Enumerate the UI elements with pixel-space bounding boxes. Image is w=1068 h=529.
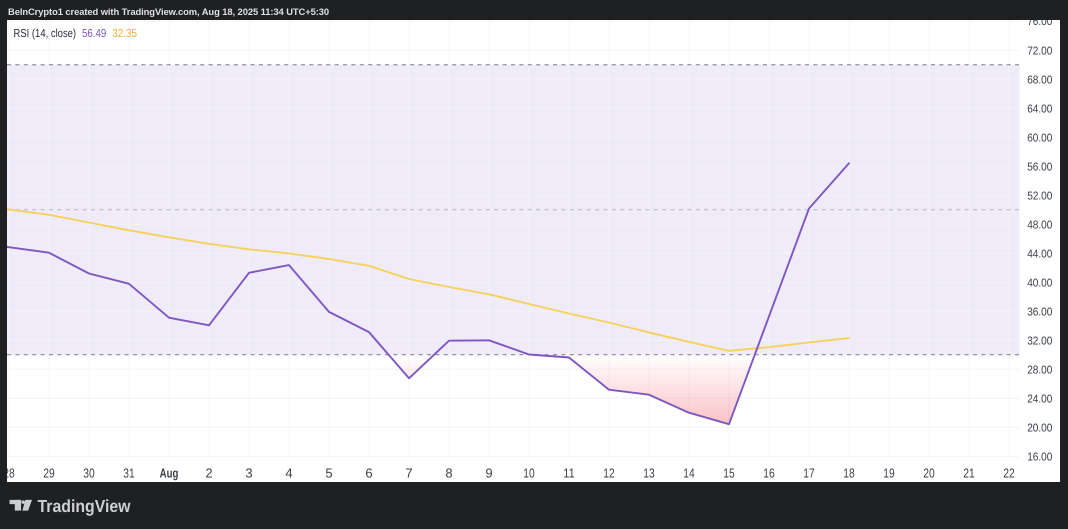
svg-text:52.00: 52.00 [1027, 190, 1052, 202]
svg-text:36.00: 36.00 [1027, 306, 1052, 318]
svg-text:2: 2 [205, 466, 212, 481]
svg-text:5: 5 [325, 466, 332, 481]
svg-text:11: 11 [563, 466, 574, 481]
svg-text:4: 4 [285, 466, 292, 481]
svg-text:56.00: 56.00 [1027, 161, 1052, 173]
svg-text:21: 21 [963, 466, 974, 481]
svg-text:32.35: 32.35 [112, 27, 137, 40]
svg-text:19: 19 [883, 466, 894, 481]
svg-text:64.00: 64.00 [1027, 103, 1052, 115]
svg-text:22: 22 [1003, 466, 1014, 481]
svg-text:9: 9 [485, 466, 492, 481]
svg-text:RSI (14, close): RSI (14, close) [14, 27, 77, 40]
svg-text:56.49: 56.49 [82, 27, 106, 40]
svg-text:10: 10 [523, 466, 534, 481]
svg-text:20.00: 20.00 [1027, 422, 1052, 434]
svg-text:60.00: 60.00 [1027, 132, 1052, 144]
svg-text:32.00: 32.00 [1027, 335, 1052, 347]
svg-text:72.00: 72.00 [1027, 45, 1052, 57]
svg-text:76.00: 76.00 [1027, 20, 1052, 28]
svg-text:40.00: 40.00 [1027, 277, 1052, 289]
svg-text:16: 16 [763, 466, 774, 481]
svg-text:29: 29 [43, 466, 54, 481]
svg-text:68.00: 68.00 [1027, 74, 1052, 86]
svg-text:12: 12 [603, 466, 614, 481]
svg-text:3: 3 [245, 466, 252, 481]
svg-text:30: 30 [83, 466, 94, 481]
svg-text:14: 14 [683, 466, 694, 481]
svg-text:6: 6 [365, 466, 372, 481]
svg-text:18: 18 [843, 466, 854, 481]
svg-text:28.00: 28.00 [1027, 364, 1052, 376]
svg-text:20: 20 [923, 466, 934, 481]
svg-text:17: 17 [803, 466, 814, 481]
svg-text:44.00: 44.00 [1027, 248, 1052, 260]
svg-text:31: 31 [123, 466, 134, 481]
svg-text:48.00: 48.00 [1027, 219, 1052, 231]
svg-text:28: 28 [7, 466, 15, 481]
svg-text:13: 13 [643, 466, 654, 481]
svg-text:24.00: 24.00 [1027, 393, 1052, 405]
svg-text:TradingView: TradingView [38, 497, 131, 516]
svg-text:7: 7 [405, 466, 412, 481]
svg-text:16.00: 16.00 [1027, 451, 1052, 463]
svg-text:8: 8 [445, 466, 452, 481]
svg-text:Aug: Aug [160, 466, 179, 481]
svg-text:15: 15 [723, 466, 734, 481]
